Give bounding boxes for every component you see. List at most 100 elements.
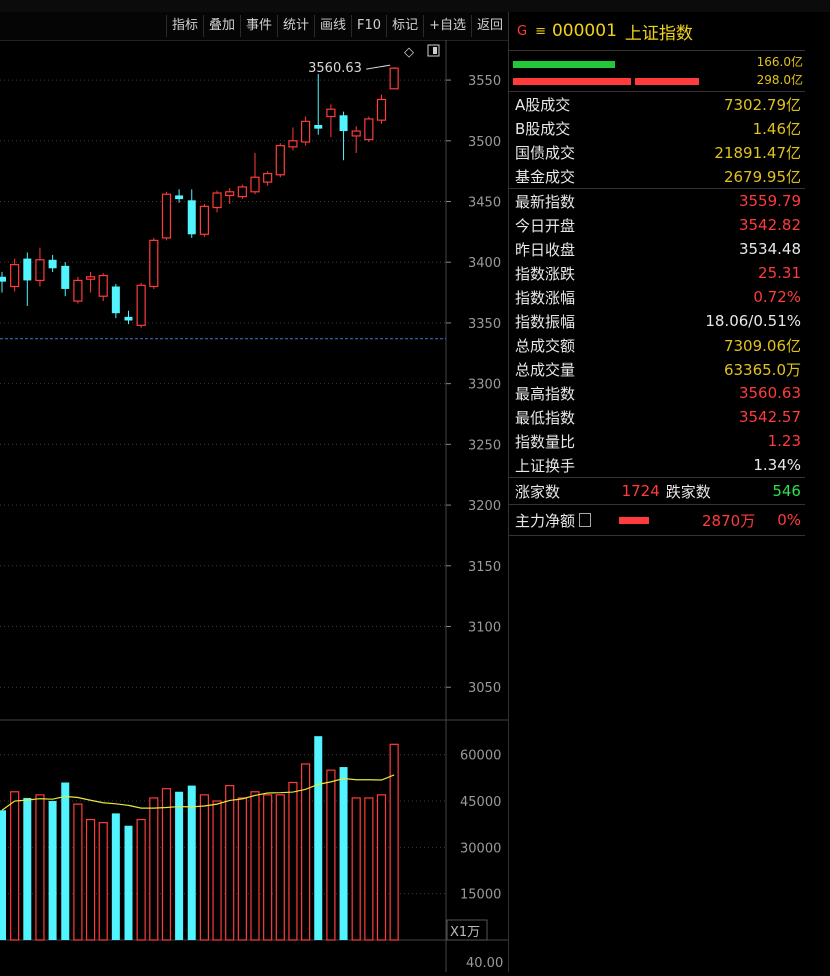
volume-bar [111,813,120,940]
stat-value: 3542.57 [738,408,801,426]
flow-bars: 166.0亿 298.0亿 [509,51,805,92]
inflow-value: 166.0亿 [756,55,803,69]
price-tick-label: 3500 [468,135,501,150]
volume-bar [85,818,96,941]
price-tick-label: 3100 [468,621,501,636]
volume-bar [35,794,45,941]
stat-value: 3542.82 [738,216,801,234]
toolbar-button-2[interactable]: 事件 [239,15,277,37]
net-flow-row: 主力净额 2870万 0% [509,504,805,536]
candle-body [376,98,387,121]
candle-body [61,265,70,289]
stat-row: 指数振幅 18.06/0.51% [509,309,805,333]
stat-label: 今日开盘 [515,216,576,235]
stat-row: 指数涨幅 0.72% [509,285,805,309]
toolbar-button-5[interactable]: F10 [351,15,386,37]
toolbar-button-4[interactable]: 画线 [314,15,351,37]
toolbar-button-6[interactable]: 标记 [386,15,423,37]
stat-value: 3534.48 [738,240,801,258]
candle-body [225,191,235,197]
volume-ma-line [1,774,395,811]
window-icon[interactable] [427,44,440,57]
candle-body [326,108,336,118]
volume-bar [376,794,387,941]
toolbar-button-3[interactable]: 统计 [277,15,314,37]
volume-bar [136,818,146,941]
list-icon[interactable]: ≡ [535,23,546,39]
volume-bar [364,797,374,941]
stat-row: 上证换手 1.34% [509,453,805,477]
candle-body [98,274,108,297]
net-flow-value: 2870万 [702,511,756,530]
volume-bar [124,825,133,940]
stat-value: 1.46亿 [752,119,801,138]
candle-body [0,276,6,282]
candle-body [314,125,323,129]
volume-bar [175,791,184,940]
details-icon[interactable] [579,513,592,527]
stat-label: 上证换手 [515,456,576,475]
kline-chart[interactable]: 3560.63 3550 3500 3450 3400 3350 3300 3250 3200… [0,40,508,972]
candle-body [364,118,374,141]
price-tick-label: 3450 [468,196,501,211]
stat-label: 指数涨幅 [515,288,576,307]
down-count-label: 跌家数 [665,482,711,501]
index-stats-group: 最新指数 3559.79 今日开盘 3542.82 昨日收盘 3534.48 指数涨跌 25.… [509,188,805,477]
toolbar-button-7[interactable]: +自选 [423,15,471,37]
volume-bar [288,781,298,941]
stat-value: 3560.63 [738,384,801,402]
bottom-tick-label: 40.00 [466,956,503,971]
volume-bar [389,743,399,941]
candle-body [250,176,260,193]
index-name: 上证指数 [624,23,693,44]
net-flow-label: 主力净额 [515,511,576,530]
stat-row: A股成交 7302.79亿 [509,92,805,116]
stat-value: 21891.47亿 [714,143,801,162]
candle-body [351,130,361,137]
volume-bar [301,763,311,941]
volume-bar [98,822,108,941]
candle-body [339,115,348,132]
high-price-label: 3560.63 [308,61,362,76]
volume-tick-label: 15000 [460,888,501,903]
toolbar-button-8[interactable]: 返回 [470,15,508,37]
volume-bar [351,797,361,941]
candle-body [212,192,222,209]
candle-body [187,200,196,235]
volume-tick-label: 60000 [460,749,501,764]
diamond-icon[interactable]: ◇ [404,45,414,60]
stat-row: 昨日收盘 3534.48 [509,237,805,261]
candle-body [124,316,133,321]
candle-body [73,279,83,302]
panel-header: G ≡ 000001 上证指数 [509,12,805,51]
quote-panel: G ≡ 000001 上证指数 166.0亿 298.0亿 A股成交 7302.7… [508,12,806,972]
turnover-group: A股成交 7302.79亿 B股成交 1.46亿 国债成交 21891.47亿 基金成交 26… [509,92,805,188]
volume-bar [73,803,83,941]
candle-body [199,205,209,235]
group-flag[interactable]: G [517,23,528,39]
stat-row: 指数涨跌 25.31 [509,261,805,285]
volume-bar [23,797,32,940]
up-count: 1724 [621,482,660,500]
candle-body [237,186,247,198]
toolbar-button-0[interactable]: 指标 [165,15,203,37]
stat-label: 总成交额 [515,336,576,355]
down-count: 546 [772,482,801,500]
toolbar-button-1[interactable]: 叠加 [202,15,240,37]
volume-bar [187,785,196,940]
outflow-bar-2 [635,78,699,85]
stat-value: 0.72% [753,288,801,306]
stat-label: B股成交 [515,119,571,138]
volume-bar [326,769,336,941]
price-tick-label: 3250 [468,438,501,453]
candle-body [35,259,45,282]
volume-bar [263,794,273,941]
stat-value: 3559.79 [738,192,801,210]
stat-row: B股成交 1.46亿 [509,116,805,140]
stat-label: 昨日收盘 [515,240,576,259]
candle-body [263,172,273,183]
kline-svg[interactable]: 3560.63 3550 3500 3450 3400 3350 3300 3250 3200… [0,40,508,972]
advance-decline-row: 涨家数 1724 跌家数 546 [509,477,805,504]
stat-label: 最低指数 [515,408,576,427]
stat-label: 指数涨跌 [515,264,576,283]
